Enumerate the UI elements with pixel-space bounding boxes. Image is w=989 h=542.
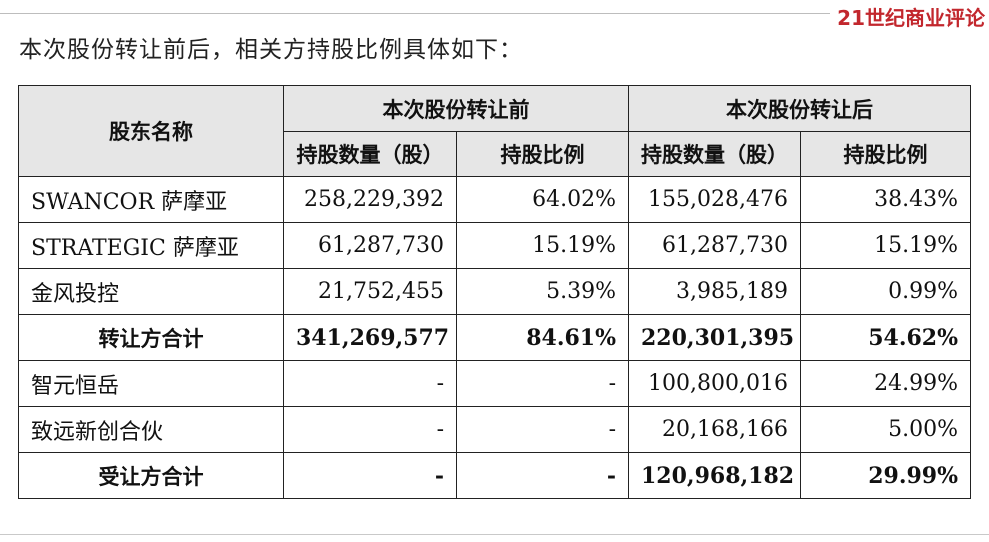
total-label: 转让方合计 (18, 314, 284, 361)
after-shares: 120,968,182 (628, 452, 801, 499)
total-row-transferee: 受让方合计 - - 120,968,182 29.99% (18, 452, 971, 499)
before-shares: 258,229,392 (283, 176, 457, 223)
before-ratio: 64.02% (456, 176, 629, 223)
top-divider (0, 13, 830, 14)
after-ratio: 29.99% (800, 452, 971, 499)
after-ratio: 24.99% (800, 360, 971, 407)
intro-text: 本次股份转让前后，相关方持股比例具体如下： (19, 37, 523, 63)
before-shares: 341,269,577 (283, 314, 457, 361)
after-shares: 220,301,395 (628, 314, 801, 361)
before-ratio: 84.61% (456, 314, 629, 361)
header-before-shares: 持股数量（股） (283, 131, 457, 177)
header-shareholder: 股东名称 (18, 85, 284, 177)
after-shares: 155,028,476 (628, 176, 801, 223)
table-row: SWANCOR 萨摩亚 258,229,392 64.02% 155,028,4… (18, 176, 971, 223)
before-ratio: - (456, 406, 629, 453)
shareholding-table: 股东名称 本次股份转让前 本次股份转让后 持股数量（股） 持股比例 持股数量（股… (18, 85, 971, 499)
before-shares: - (283, 406, 457, 453)
before-shares: 61,287,730 (283, 222, 457, 269)
after-shares: 100,800,016 (628, 360, 801, 407)
after-ratio: 0.99% (800, 268, 971, 315)
table-row: 智元恒岳 - - 100,800,016 24.99% (18, 360, 971, 407)
shareholder-name: SWANCOR 萨摩亚 (18, 176, 284, 223)
before-ratio: - (456, 360, 629, 407)
before-shares: - (283, 360, 457, 407)
shareholder-name: 金风投控 (18, 268, 284, 315)
table-row: 金风投控 21,752,455 5.39% 3,985,189 0.99% (18, 268, 971, 315)
header-before-transfer: 本次股份转让前 (283, 85, 629, 132)
after-ratio: 54.62% (800, 314, 971, 361)
before-shares: 21,752,455 (283, 268, 457, 315)
total-row-transferor: 转让方合计 341,269,577 84.61% 220,301,395 54.… (18, 314, 971, 361)
after-ratio: 38.43% (800, 176, 971, 223)
bottom-divider (0, 534, 989, 535)
brand-watermark: 21世纪商业评论 (837, 6, 985, 30)
after-shares: 61,287,730 (628, 222, 801, 269)
after-ratio: 5.00% (800, 406, 971, 453)
after-shares: 3,985,189 (628, 268, 801, 315)
header-before-ratio: 持股比例 (456, 131, 629, 177)
header-after-shares: 持股数量（股） (628, 131, 801, 177)
after-ratio: 15.19% (800, 222, 971, 269)
shareholder-name: STRATEGIC 萨摩亚 (18, 222, 284, 269)
before-shares: - (283, 452, 457, 499)
table-row: STRATEGIC 萨摩亚 61,287,730 15.19% 61,287,7… (18, 222, 971, 269)
before-ratio: - (456, 452, 629, 499)
before-ratio: 5.39% (456, 268, 629, 315)
after-shares: 20,168,166 (628, 406, 801, 453)
shareholder-name: 致远新创合伙 (18, 406, 284, 453)
total-label: 受让方合计 (18, 452, 284, 499)
header-after-ratio: 持股比例 (800, 131, 971, 177)
header-after-transfer: 本次股份转让后 (628, 85, 971, 132)
table-row: 致远新创合伙 - - 20,168,166 5.00% (18, 406, 971, 453)
before-ratio: 15.19% (456, 222, 629, 269)
shareholder-name: 智元恒岳 (18, 360, 284, 407)
